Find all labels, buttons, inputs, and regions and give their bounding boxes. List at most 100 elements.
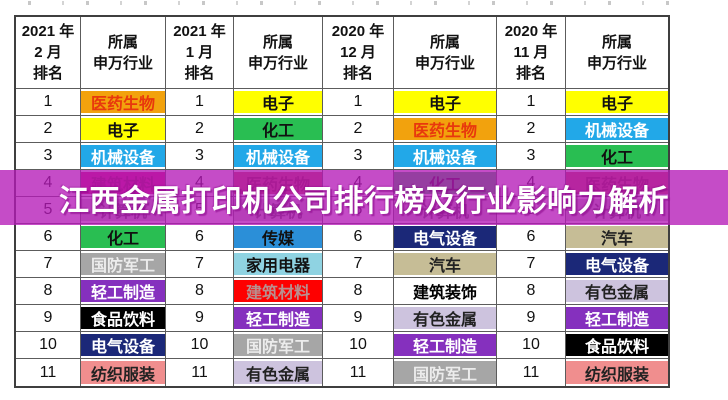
- rank-value: 8: [353, 282, 363, 299]
- industry-chip: 建筑装饰: [394, 280, 496, 302]
- rank-value: 7: [353, 255, 363, 272]
- rank-value: 3: [43, 147, 53, 164]
- industry-cell: 国防军工: [234, 332, 323, 359]
- rank-value: 9: [526, 309, 536, 326]
- industry-cell: 纺织服装: [81, 359, 166, 386]
- rank-value: 10: [39, 336, 57, 353]
- industry-cell: 化工: [566, 143, 668, 170]
- rank-value: 2: [43, 120, 53, 137]
- industry-label: 医药生物: [412, 123, 477, 140]
- industry-chip: 汽车: [394, 253, 496, 275]
- header-line: 2020 年: [504, 23, 558, 40]
- industry-label: 化工: [261, 123, 294, 140]
- industry-chip: 纺织服装: [566, 361, 668, 384]
- rank-value: 7: [526, 255, 536, 272]
- industry-cell: 有色金属: [566, 278, 668, 305]
- industry-label: 国防军工: [90, 258, 155, 275]
- rank-cell: 11: [323, 359, 394, 386]
- industry-chip: 电子: [566, 91, 668, 113]
- industry-cell: 建筑装饰: [394, 278, 497, 305]
- industry-cell: 电子: [81, 116, 166, 143]
- rank-value: 1: [43, 93, 53, 110]
- industry-chip: 电子: [234, 91, 322, 113]
- rank-cell: 3: [497, 143, 566, 170]
- industry-label: 国防军工: [412, 366, 477, 384]
- rank-cell: 2: [16, 116, 81, 143]
- industry-label: 轻工制造: [90, 285, 155, 302]
- industry-chip: 有色金属: [394, 307, 496, 329]
- industry-cell: 汽车: [394, 251, 497, 278]
- industry-label: 化工: [600, 150, 633, 167]
- rank-value: 11: [349, 363, 367, 381]
- industry-chip: 电气设备: [81, 334, 165, 356]
- rank-value: 9: [43, 309, 53, 326]
- industry-chip: 国防军工: [234, 334, 322, 356]
- rank-value: 6: [43, 228, 53, 245]
- industry-label: 国防军工: [245, 339, 310, 356]
- header-line: 申万行业: [247, 54, 308, 72]
- rank-value: 7: [43, 255, 53, 272]
- industry-chip: 电子: [81, 118, 165, 140]
- rank-cell: 11: [166, 359, 234, 386]
- header-cell: 2021 年 2 月排名: [16, 17, 81, 89]
- industry-label: 纺织服装: [584, 366, 649, 384]
- rank-cell: 8: [323, 278, 394, 305]
- industry-cell: 传媒: [234, 224, 323, 251]
- industry-cell: 食品饮料: [566, 332, 668, 359]
- industry-label: 纺织服装: [90, 366, 155, 384]
- industry-chip: 医药生物: [81, 91, 165, 113]
- industry-cell: 轻工制造: [394, 332, 497, 359]
- header-line: 所属: [429, 33, 460, 51]
- header-cell: 2020 年 11 月排名: [497, 17, 566, 89]
- rank-cell: 10: [16, 332, 81, 359]
- header-cell: 2021 年 1 月排名: [166, 17, 234, 89]
- rank-value: 11: [522, 363, 540, 381]
- rank-value: 2: [526, 120, 536, 137]
- industry-cell: 国防军工: [81, 251, 166, 278]
- industry-cell: 电气设备: [566, 251, 668, 278]
- industry-chip: 轻工制造: [394, 334, 496, 356]
- industry-cell: 国防军工: [394, 359, 497, 386]
- industry-cell: 机械设备: [234, 143, 323, 170]
- industry-chip: 机械设备: [234, 145, 322, 167]
- rank-cell: 9: [16, 305, 81, 332]
- industry-label: 建筑装饰: [412, 285, 477, 302]
- rank-cell: 3: [323, 143, 394, 170]
- rank-cell: 6: [323, 224, 394, 251]
- industry-cell: 食品饮料: [81, 305, 166, 332]
- industry-label: 建筑材料: [245, 285, 310, 302]
- industry-cell: 电子: [394, 89, 497, 116]
- header-line: 11 月: [513, 44, 549, 61]
- industry-label: 电子: [600, 96, 633, 113]
- header-line: 排名: [515, 65, 546, 82]
- rank-cell: 8: [16, 278, 81, 305]
- industry-label: 化工: [106, 231, 139, 248]
- rank-cell: 7: [323, 251, 394, 278]
- rank-value: 9: [195, 309, 204, 326]
- rank-value: 3: [526, 147, 536, 164]
- rank-cell: 1: [166, 89, 234, 116]
- industry-label: 轻工制造: [245, 312, 310, 329]
- industry-chip: 纺织服装: [81, 361, 165, 384]
- industry-chip: 有色金属: [566, 280, 668, 302]
- industry-chip: 家用电器: [234, 253, 322, 275]
- industry-label: 电子: [106, 123, 139, 140]
- industry-cell: 医药生物: [81, 89, 166, 116]
- industry-cell: 家用电器: [234, 251, 323, 278]
- industry-cell: 机械设备: [566, 116, 668, 143]
- industry-chip: 轻工制造: [234, 307, 322, 329]
- rank-value: 3: [353, 147, 363, 164]
- rank-cell: 11: [497, 359, 566, 386]
- header-line: 申万行业: [92, 54, 153, 72]
- rank-value: 1: [353, 93, 363, 110]
- industry-label: 传媒: [261, 231, 294, 248]
- rank-cell: 1: [497, 89, 566, 116]
- industry-chip: 化工: [234, 118, 322, 140]
- industry-chip: 有色金属: [234, 361, 322, 384]
- rank-value: 11: [191, 363, 208, 381]
- rank-cell: 6: [16, 224, 81, 251]
- industry-label: 轻工制造: [584, 312, 649, 329]
- industry-chip: 国防军工: [394, 361, 496, 384]
- rank-value: 3: [195, 147, 204, 164]
